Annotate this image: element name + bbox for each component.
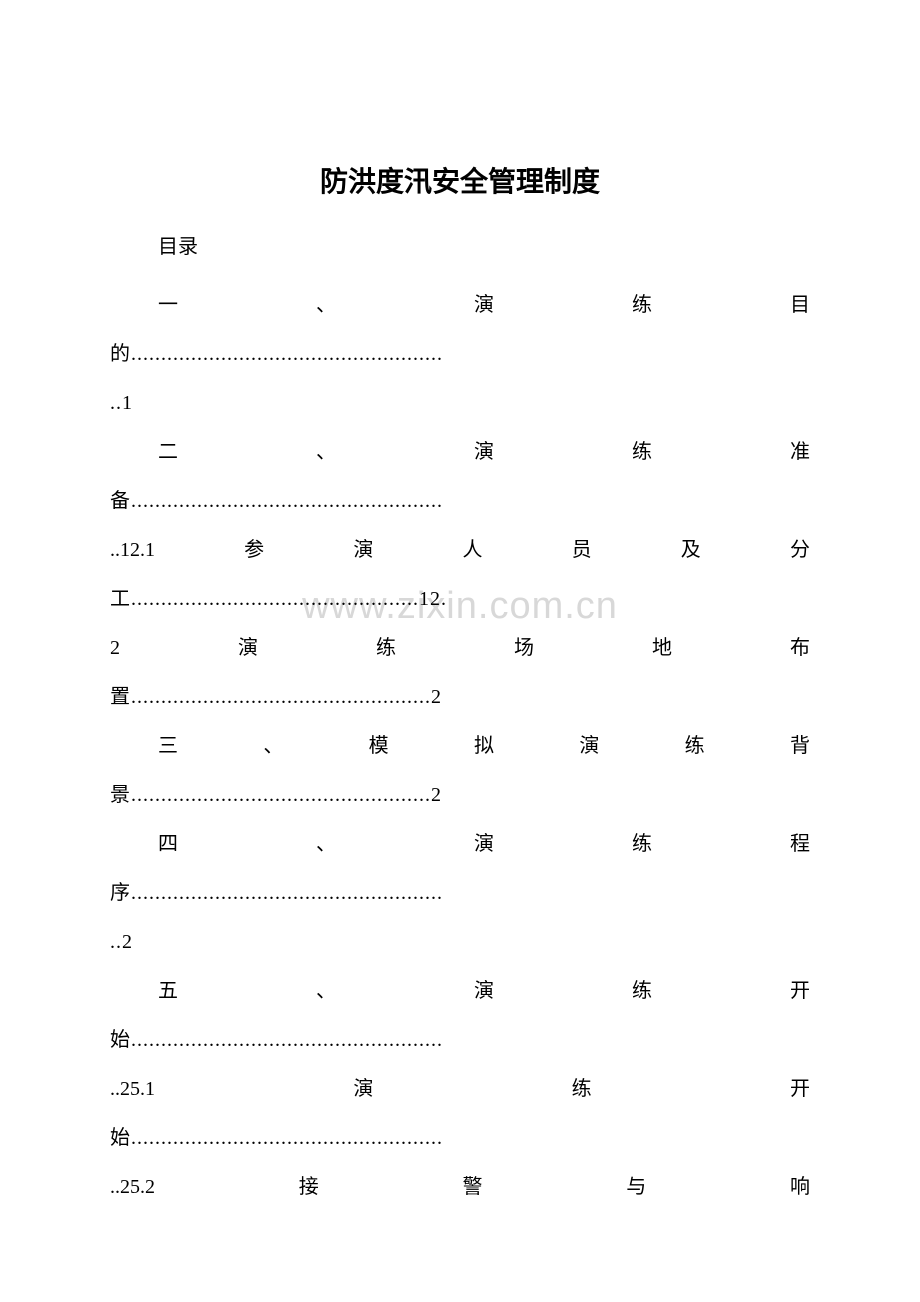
toc-dots-line: 序.......................................… — [110, 869, 810, 918]
toc-entry: 二 、 演 练 准 备.............................… — [110, 428, 810, 722]
toc-dots-line: 始.......................................… — [110, 1016, 810, 1065]
toc-dots-line: 景.......................................… — [110, 771, 810, 820]
toc-entry-line: ..12.1 参 演 人 员 及 分 — [110, 526, 810, 575]
toc-dots-line: 备.......................................… — [110, 477, 810, 526]
toc-page-line: ..2 — [110, 918, 810, 967]
toc-entry-line: 一 、 演 练 目 — [110, 281, 810, 330]
document-title: 防洪度汛安全管理制度 — [110, 160, 810, 200]
toc-entry-line: 三 、 模 拟 演 练 背 — [110, 722, 810, 771]
toc-page-line: ..1 — [110, 379, 810, 428]
toc-label: 目录 — [110, 230, 810, 259]
toc-entry-line: 2 演 练 场 地 布 — [110, 624, 810, 673]
toc-entry: 三 、 模 拟 演 练 背 景.........................… — [110, 722, 810, 820]
toc-entry: 四 、 演 练 程 序.............................… — [110, 820, 810, 967]
toc-entry: 一 、 演 练 目 的.............................… — [110, 281, 810, 428]
toc-entry-line: ..25.1 演 练 开 — [110, 1065, 810, 1114]
toc-entry-line: 五 、 演 练 开 — [110, 967, 810, 1016]
toc-entry: 五 、 演 练 开 始.............................… — [110, 967, 810, 1212]
document-page: 防洪度汛安全管理制度 目录 一 、 演 练 目 的...............… — [0, 0, 920, 1212]
toc-dots-line: 置.......................................… — [110, 673, 810, 722]
toc-dots-line: 始.......................................… — [110, 1114, 810, 1163]
toc-entry-line: 四 、 演 练 程 — [110, 820, 810, 869]
toc-entry-line: 二 、 演 练 准 — [110, 428, 810, 477]
toc-dots-line: 工.......................................… — [110, 575, 810, 624]
toc-dots-line: 的.......................................… — [110, 330, 810, 379]
toc-entry-line: ..25.2 接 警 与 响 — [110, 1163, 810, 1212]
